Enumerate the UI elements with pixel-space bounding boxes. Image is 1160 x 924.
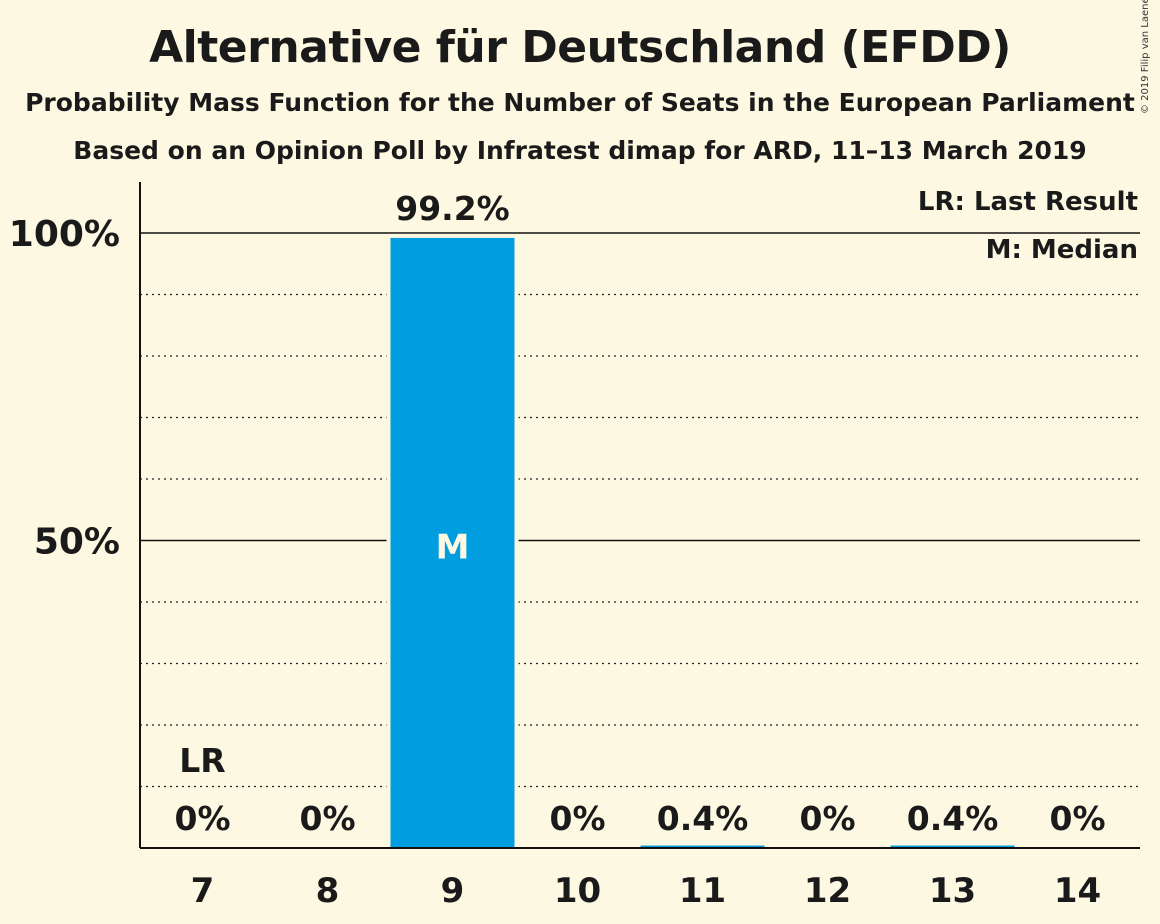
- bar-11: [640, 845, 765, 848]
- bar-value-label: 0%: [549, 799, 605, 838]
- x-tick-label: 11: [679, 871, 726, 911]
- bar-9: [390, 237, 515, 849]
- x-tick-label: 10: [554, 871, 601, 911]
- x-tick-label: 8: [316, 871, 340, 911]
- x-tick-label: 9: [441, 871, 465, 911]
- x-tick-label: 7: [191, 871, 215, 911]
- x-tick-label: 12: [804, 871, 851, 911]
- y-tick-label: 50%: [34, 522, 120, 563]
- x-tick-label: 14: [1054, 871, 1101, 911]
- bar-value-label: 0%: [1049, 799, 1105, 838]
- bar-value-label: 99.2%: [395, 189, 510, 228]
- bar-13: [890, 845, 1015, 848]
- median-marker: M: [436, 528, 470, 568]
- legend-item: M: Median: [986, 235, 1138, 265]
- bar-value-label: 0%: [174, 799, 230, 838]
- bar-value-label: 0%: [299, 799, 355, 838]
- bar-value-label: 0.4%: [657, 799, 749, 838]
- y-tick-label: 100%: [9, 214, 120, 255]
- bar-value-label: 0.4%: [907, 799, 999, 838]
- bar-value-label: 0%: [799, 799, 855, 838]
- chart-subtitle: Probability Mass Function for the Number…: [25, 88, 1135, 117]
- x-tick-label: 13: [929, 871, 976, 911]
- chart-source: Based on an Opinion Poll by Infratest di…: [73, 136, 1087, 165]
- last-result-marker: LR: [179, 741, 225, 780]
- chart-title: Alternative für Deutschland (EFDD): [149, 22, 1011, 73]
- legend-item: LR: Last Result: [918, 187, 1138, 217]
